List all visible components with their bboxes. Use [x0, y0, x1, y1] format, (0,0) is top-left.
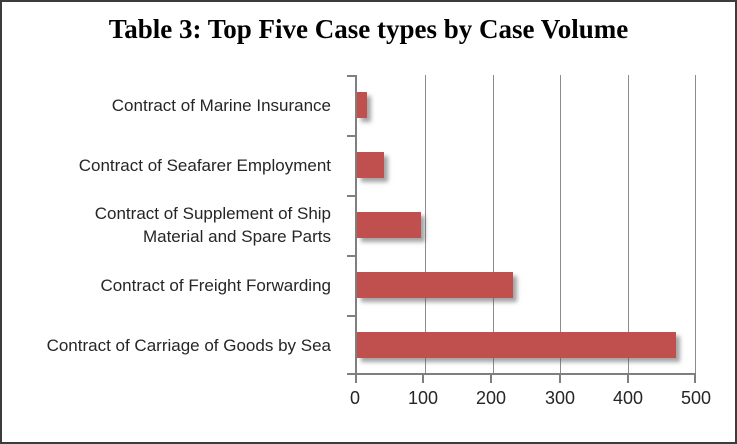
chart-title: Table 3: Top Five Case types by Case Vol… — [108, 14, 629, 44]
bar — [357, 92, 368, 118]
gridline — [560, 75, 562, 373]
plot-area — [355, 75, 696, 375]
y-tick-mark — [347, 135, 355, 137]
bar-row — [357, 75, 696, 135]
bar-row — [357, 255, 696, 315]
bar — [357, 272, 513, 298]
x-tick-label: 300 — [544, 388, 576, 408]
x-tick-label: 500 — [680, 388, 712, 408]
category-label: Contract of Marine Insurance — [111, 95, 331, 115]
category-label: Contract of Carriage of Goods by Sea — [46, 335, 331, 355]
gridline — [628, 75, 630, 373]
x-tick-label: 0 — [349, 388, 360, 408]
bar — [357, 152, 385, 178]
x-tick-mark — [490, 375, 492, 383]
category-label: Contract of Freight Forwarding — [100, 275, 331, 295]
x-tick-label: 100 — [407, 388, 439, 408]
category-axis-labels: Contract of Marine Insurance Contract of… — [2, 75, 343, 375]
gridline — [424, 75, 426, 373]
x-tick-mark — [422, 375, 424, 383]
bar-row — [357, 315, 696, 375]
y-tick-mark — [347, 315, 355, 317]
x-tick-label: 400 — [612, 388, 644, 408]
y-tick-mark — [347, 255, 355, 257]
bar — [357, 212, 422, 238]
bar-row — [357, 195, 696, 255]
y-tick-mark — [347, 75, 355, 77]
category-label: Contract of Supplement of Ship Material … — [94, 204, 331, 246]
x-tick-mark — [355, 375, 357, 383]
gridline — [492, 75, 494, 373]
x-tick-mark — [627, 375, 629, 383]
y-tick-mark — [347, 373, 355, 375]
x-tick-mark — [694, 375, 696, 383]
bar — [357, 332, 676, 358]
gridline — [695, 75, 696, 373]
x-tick-mark — [559, 375, 561, 383]
category-label: Contract of Seafarer Employment — [78, 155, 331, 175]
y-tick-mark — [347, 195, 355, 197]
x-tick-label: 200 — [475, 388, 507, 408]
bar-row — [357, 135, 696, 195]
